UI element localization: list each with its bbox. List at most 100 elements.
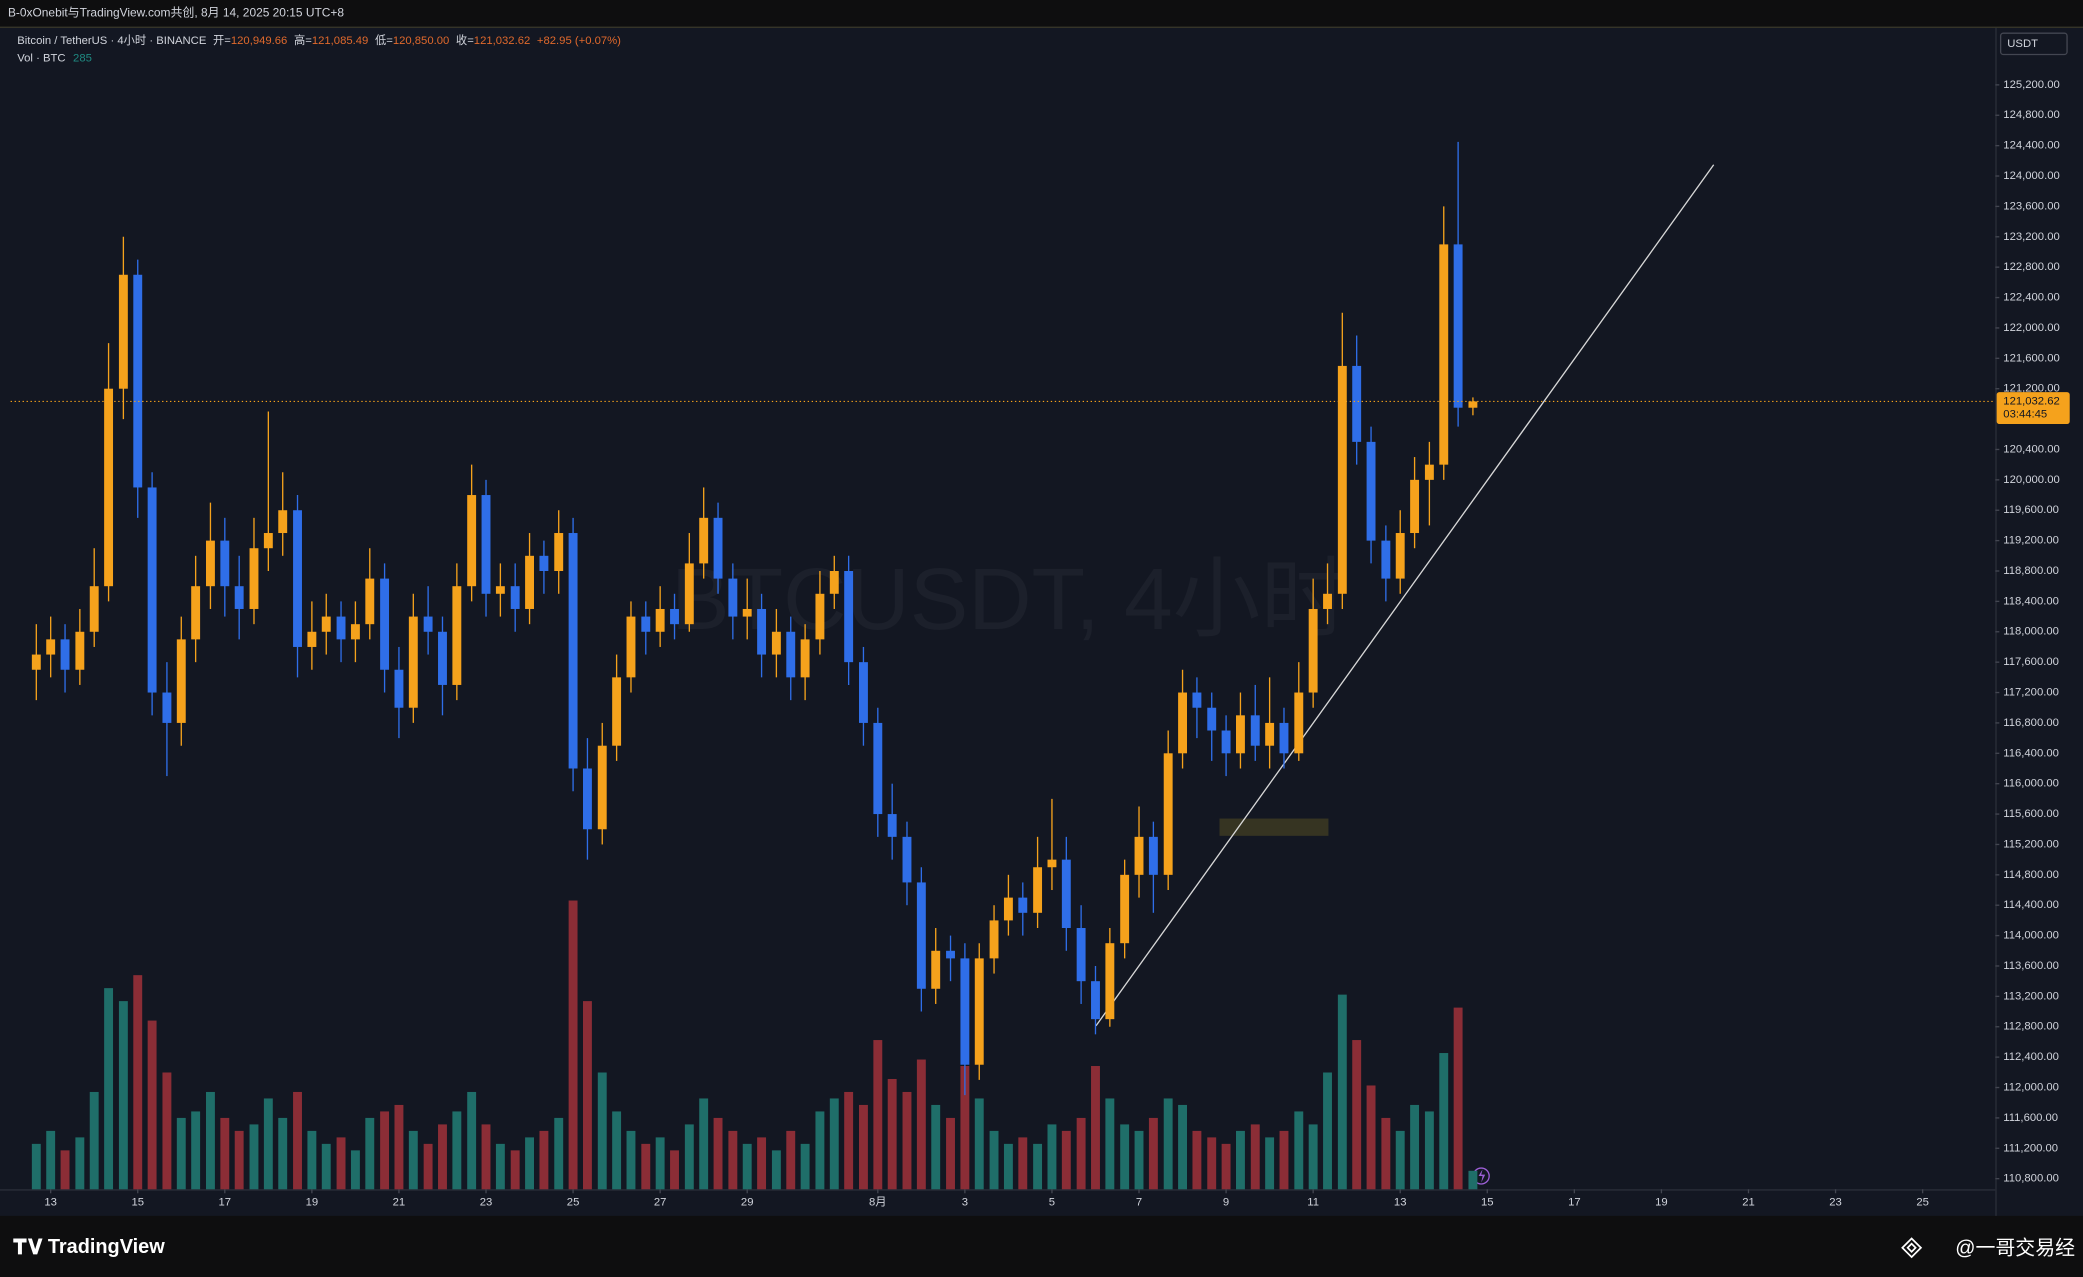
volume-bar (452, 1111, 462, 1190)
candle-body (423, 616, 433, 632)
y-tick-label: 121,600.00 (2003, 352, 2059, 364)
symbol: Bitcoin / TetherUS · 4小时 · BINANCE (17, 34, 207, 47)
candle-body (1235, 715, 1245, 754)
volume-value: 285 (73, 52, 92, 64)
candle-body (1178, 692, 1188, 754)
candle-body (104, 388, 114, 587)
x-tick-label: 15 (131, 1197, 144, 1209)
candle-body (1076, 928, 1086, 982)
candle-body (408, 616, 418, 708)
x-tick-label: 25 (1916, 1197, 1929, 1209)
volume-bar (684, 1124, 694, 1190)
volume-bar (742, 1143, 752, 1190)
volume-bar (554, 1117, 564, 1190)
volume-bar (568, 900, 578, 1190)
volume-bar (60, 1150, 70, 1190)
candle-body (597, 745, 607, 830)
volume-bar (655, 1137, 665, 1190)
volume-bar (380, 1111, 390, 1190)
x-tick-label: 23 (480, 1197, 493, 1209)
volume-bar (873, 1040, 883, 1190)
candle-body (684, 563, 694, 625)
volume-bar (205, 1091, 215, 1190)
x-tick-label: 19 (306, 1197, 319, 1209)
candle-body (844, 571, 854, 663)
y-tick-label: 121,200.00 (2003, 383, 2059, 395)
legend: Bitcoin / TetherUS · 4小时 · BINANCE Vol ·… (17, 33, 621, 64)
header-caption: B-0xOnebit与TradingView.com共创, 8月 14, 202… (8, 5, 344, 19)
x-tick-label: 17 (219, 1197, 232, 1209)
volume-bar (104, 988, 114, 1190)
x-tick-label: 13 (1394, 1197, 1407, 1209)
candle-body (75, 631, 85, 670)
volume-bar (1192, 1130, 1202, 1190)
volume-bar (1337, 994, 1347, 1190)
volume-bar (815, 1111, 825, 1190)
volume-bar (394, 1104, 404, 1190)
candle-body (1148, 836, 1158, 875)
volume-bar (974, 1098, 984, 1190)
candle-body (1163, 753, 1173, 875)
candle-body (1250, 715, 1260, 746)
y-tick-label: 113,200.00 (2003, 990, 2059, 1002)
y-tick-label: 111,600.00 (2003, 1112, 2058, 1124)
candle-body (162, 692, 172, 723)
volume-bar (887, 1078, 897, 1190)
volume-bar (626, 1130, 636, 1190)
x-tick-label: 21 (393, 1197, 406, 1209)
candle-body (1018, 897, 1028, 913)
candle-body (1221, 730, 1231, 754)
volume-bar (263, 1098, 273, 1190)
candle-body (46, 639, 56, 655)
volume-bar (1410, 1104, 1420, 1190)
candle-body (89, 586, 99, 632)
candle-body (742, 608, 752, 617)
y-tick-label: 116,800.00 (2003, 717, 2059, 729)
volume-bar (902, 1091, 912, 1190)
volume-bar (1352, 1040, 1362, 1190)
y-tick-label: 122,000.00 (2003, 322, 2059, 334)
candle-body (118, 274, 128, 389)
y-tick-label: 118,800.00 (2003, 565, 2059, 577)
volume-bar (350, 1150, 360, 1190)
volume-bar (800, 1143, 810, 1190)
y-tick-label: 125,200.00 (2003, 79, 2059, 91)
volume-bar (1134, 1130, 1144, 1190)
candle-body (133, 274, 143, 488)
candle-body (1453, 244, 1463, 408)
volume-bar (699, 1098, 709, 1190)
trendline[interactable] (1095, 164, 1715, 1027)
candle-body (1468, 401, 1478, 408)
currency: USDT (2007, 38, 2038, 50)
volume-bar (612, 1111, 622, 1190)
volume-bar (757, 1137, 767, 1190)
volume-bar (1279, 1130, 1289, 1190)
candle-body (1323, 593, 1332, 609)
volume-bar (1395, 1130, 1405, 1190)
credit-icon (1901, 1237, 1923, 1259)
ohlc-value: 120,949.66 (231, 35, 287, 47)
volume-bar (1308, 1124, 1318, 1190)
y-tick-label: 117,200.00 (2003, 687, 2059, 699)
y-tick-label: 124,800.00 (2003, 109, 2059, 121)
y-tick-label: 111,200.00 (2003, 1142, 2058, 1154)
candle-body (1047, 859, 1057, 868)
candle-body (786, 631, 796, 678)
candle-body (234, 586, 244, 609)
volume-bar (408, 1130, 418, 1190)
candle-body (321, 616, 331, 632)
candle-body (554, 533, 564, 572)
volume-bar (234, 1130, 244, 1190)
y-tick-label: 120,400.00 (2003, 443, 2059, 455)
volume-bar (46, 1130, 56, 1190)
volume-bar (989, 1130, 999, 1190)
volume-bar (1018, 1137, 1028, 1190)
candle-body (1033, 867, 1043, 913)
volume-bar (786, 1130, 796, 1190)
candle-body (728, 578, 738, 617)
y-tick-label: 119,600.00 (2003, 504, 2059, 516)
candle-body (568, 533, 578, 769)
candle-body (191, 586, 201, 640)
y-tick-label: 113,600.00 (2003, 960, 2059, 972)
